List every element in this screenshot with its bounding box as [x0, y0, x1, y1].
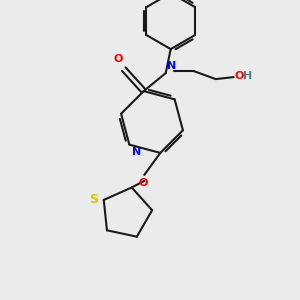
Text: O: O	[235, 71, 244, 81]
Text: N: N	[132, 147, 142, 157]
Text: H: H	[243, 71, 252, 81]
Text: N: N	[167, 61, 176, 71]
Text: S: S	[89, 194, 98, 206]
Text: O: O	[139, 178, 148, 188]
Text: O: O	[113, 54, 122, 64]
